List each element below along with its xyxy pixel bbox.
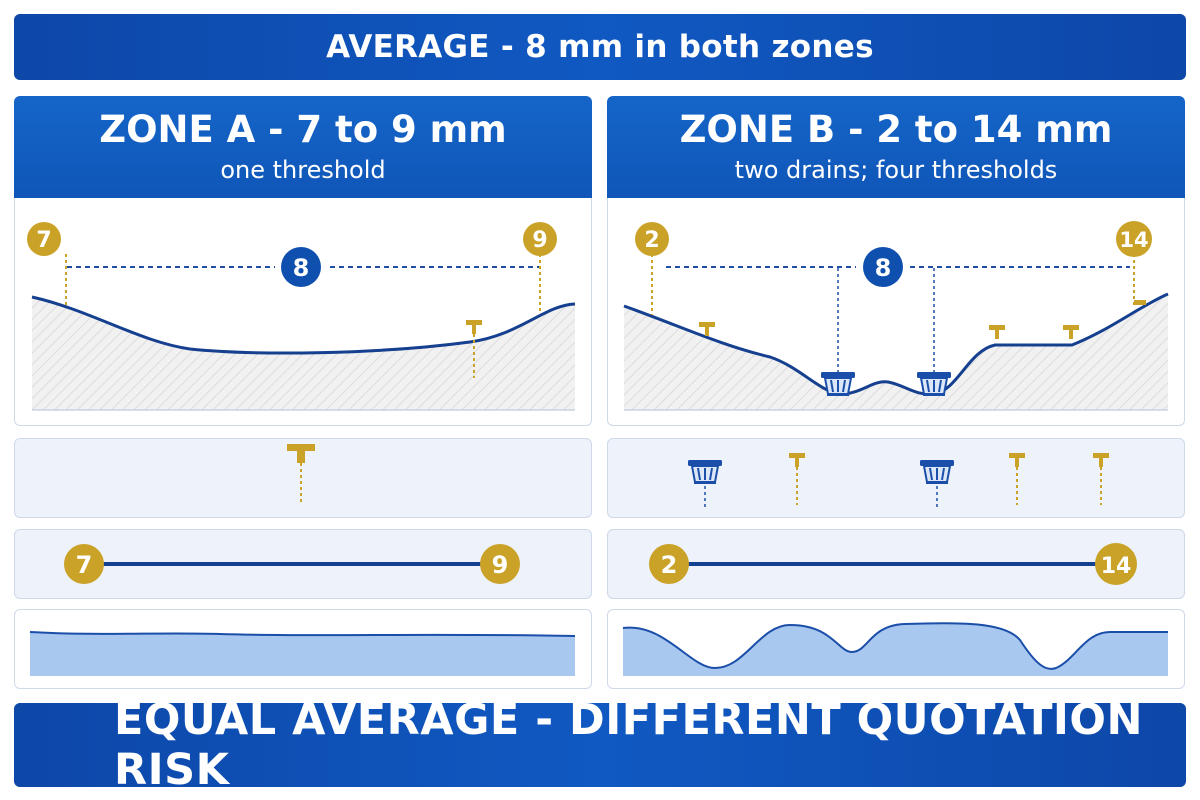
zone-b-range-bar: 2 14 xyxy=(649,543,1137,585)
zone-b-drain-icon-1 xyxy=(687,459,723,507)
zone-b-avg-label: 8 xyxy=(875,254,892,282)
top-banner: AVERAGE - 8 mm in both zones xyxy=(14,14,1186,80)
zone-a-avg-label: 8 xyxy=(293,254,310,282)
zone-a-variation-wave xyxy=(29,631,576,676)
zone-b-title: ZONE B - 2 to 14 mm xyxy=(679,108,1113,151)
zone-a-subtitle: one threshold xyxy=(220,156,386,184)
zone-a-average-marker: 8 xyxy=(281,247,321,287)
zone-a-title: ZONE A - 7 to 9 mm xyxy=(99,108,507,151)
zone-b-subtitle: two drains; four thresholds xyxy=(734,156,1058,184)
zone-b-profile-threshold-icons xyxy=(699,300,1146,339)
zone-b-header: ZONE B - 2 to 14 mm two drains; four thr… xyxy=(607,96,1185,198)
zone-a-max-marker: 9 xyxy=(523,222,557,256)
zone-a-range-min: 7 xyxy=(76,551,93,579)
zone-b-min-label: 2 xyxy=(644,228,659,253)
zone-b-threshold-icon-1 xyxy=(789,453,805,505)
zone-a-range-bar: 7 9 xyxy=(64,544,520,584)
zone-b-drain-icon-2 xyxy=(919,459,955,507)
zone-b-average-marker: 8 xyxy=(863,247,903,287)
zone-a-max-label: 9 xyxy=(532,228,547,253)
zone-a-min-label: 7 xyxy=(36,228,51,253)
zone-a-floor-profile xyxy=(31,295,576,411)
zone-b-variation-wave xyxy=(622,622,1168,676)
zone-a-average-line xyxy=(65,254,541,312)
zone-a-min-marker: 7 xyxy=(27,222,61,256)
zone-a-profile-threshold-icon xyxy=(466,320,482,378)
zone-b-range-min: 2 xyxy=(661,551,678,579)
zone-b-threshold-icon-2 xyxy=(1009,453,1025,505)
zone-b-floor-profile xyxy=(623,292,1169,411)
zone-a-range-max: 9 xyxy=(492,551,509,579)
zone-b-max-marker: 14 xyxy=(1116,221,1152,257)
zone-a-threshold-icon xyxy=(287,444,315,505)
zone-b-max-label: 14 xyxy=(1119,228,1148,252)
zone-b-min-marker: 2 xyxy=(635,222,669,256)
zone-a-header: ZONE A - 7 to 9 mm one threshold xyxy=(14,96,592,198)
bottom-banner: EQUAL AVERAGE - DIFFERENT QUOTATION RISK xyxy=(14,695,1186,795)
zone-b-threshold-icon-3 xyxy=(1093,453,1109,505)
zone-b-average-line xyxy=(651,254,1135,372)
zone-b-range-max: 14 xyxy=(1101,554,1132,579)
